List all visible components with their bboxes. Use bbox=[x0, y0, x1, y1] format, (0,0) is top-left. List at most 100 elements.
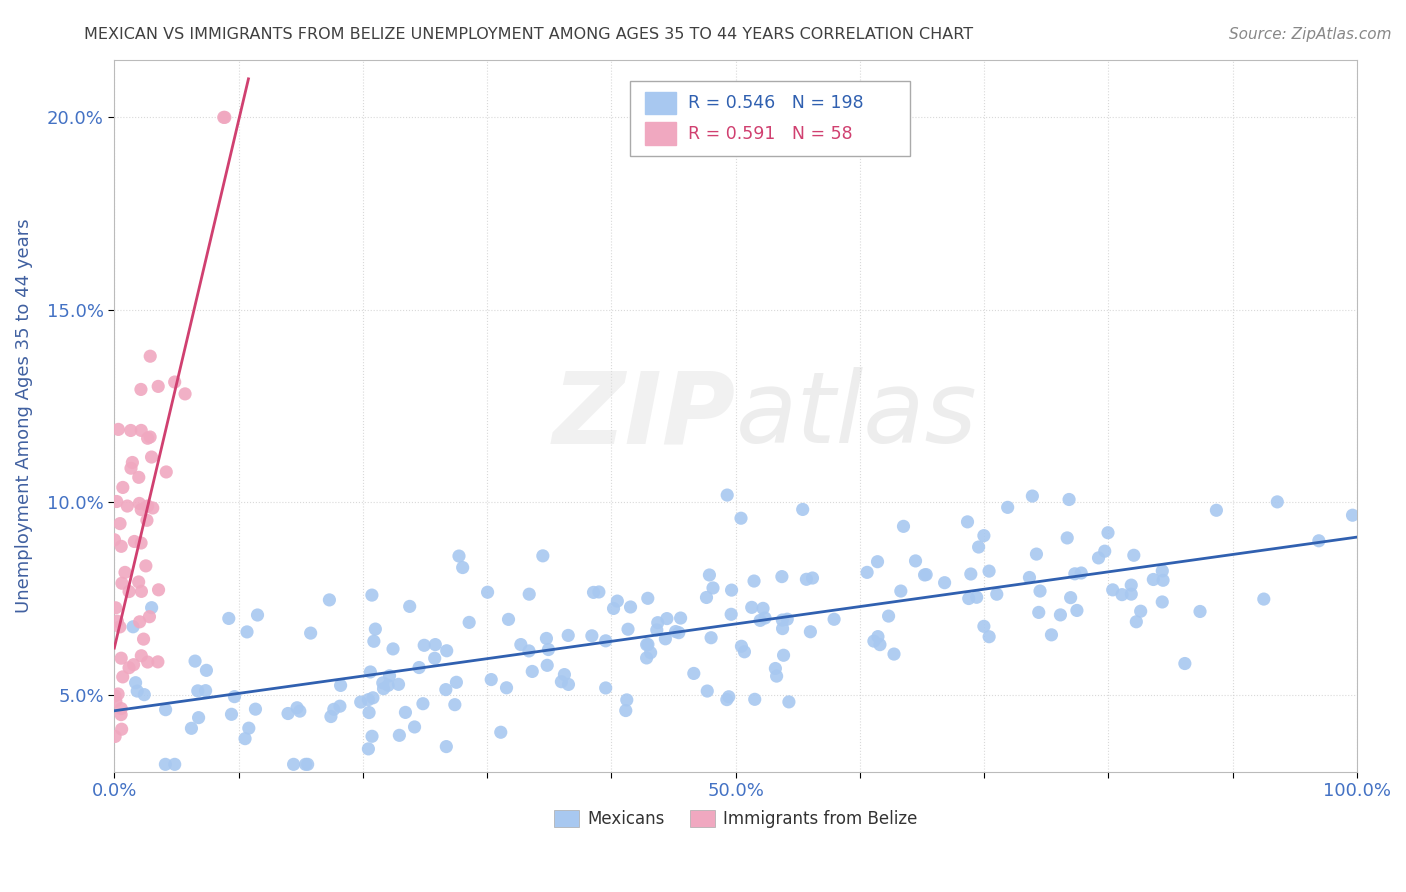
Point bbox=[184, 654, 207, 668]
Point bbox=[104, 600, 127, 615]
Point bbox=[139, 430, 162, 444]
Point bbox=[636, 638, 658, 652]
Point bbox=[1152, 574, 1174, 588]
Point bbox=[299, 626, 322, 640]
Point bbox=[973, 619, 995, 633]
Point bbox=[489, 725, 512, 739]
Point bbox=[187, 684, 209, 698]
Point bbox=[163, 375, 186, 389]
Point bbox=[142, 500, 165, 515]
Point bbox=[517, 644, 540, 658]
Point bbox=[1122, 549, 1144, 563]
Point bbox=[934, 575, 956, 590]
Point bbox=[637, 591, 659, 606]
FancyBboxPatch shape bbox=[630, 81, 910, 156]
Text: MEXICAN VS IMMIGRANTS FROM BELIZE UNEMPLOYMENT AMONG AGES 35 TO 44 YEARS CORRELA: MEXICAN VS IMMIGRANTS FROM BELIZE UNEMPL… bbox=[84, 27, 973, 42]
Point bbox=[122, 657, 145, 672]
Point bbox=[550, 674, 572, 689]
Point bbox=[1094, 544, 1116, 558]
Point bbox=[967, 540, 990, 554]
Point bbox=[135, 558, 157, 573]
Point bbox=[377, 678, 399, 692]
Point bbox=[522, 665, 544, 679]
Point bbox=[129, 424, 152, 438]
Point bbox=[770, 569, 793, 583]
Point bbox=[617, 622, 640, 636]
Point bbox=[136, 513, 159, 527]
Point bbox=[194, 683, 217, 698]
Point bbox=[129, 502, 152, 516]
Point bbox=[647, 615, 669, 630]
Point bbox=[966, 591, 988, 605]
Point bbox=[754, 611, 776, 625]
Point bbox=[752, 601, 775, 615]
Point bbox=[1111, 588, 1133, 602]
Legend: Mexicans, Immigrants from Belize: Mexicans, Immigrants from Belize bbox=[547, 804, 924, 835]
Point bbox=[122, 620, 145, 634]
Point bbox=[700, 631, 723, 645]
Point bbox=[110, 707, 132, 722]
Point bbox=[447, 549, 470, 563]
Point bbox=[364, 622, 387, 636]
Point bbox=[1121, 578, 1143, 592]
Point bbox=[361, 588, 384, 602]
Point bbox=[105, 494, 128, 508]
Point bbox=[446, 675, 468, 690]
Point bbox=[1025, 547, 1047, 561]
Point bbox=[318, 593, 340, 607]
Point bbox=[645, 623, 668, 637]
Point bbox=[749, 614, 772, 628]
Point bbox=[1152, 564, 1174, 578]
Point bbox=[914, 568, 936, 582]
Point bbox=[655, 611, 678, 625]
Point bbox=[730, 640, 752, 654]
Point bbox=[128, 574, 150, 589]
Point bbox=[1070, 566, 1092, 580]
Point bbox=[730, 511, 752, 525]
Point bbox=[1205, 503, 1227, 517]
Point bbox=[869, 638, 891, 652]
Point bbox=[477, 585, 499, 599]
Point bbox=[654, 632, 676, 646]
Point bbox=[1097, 525, 1119, 540]
Point bbox=[640, 646, 662, 660]
Text: Source: ZipAtlas.com: Source: ZipAtlas.com bbox=[1229, 27, 1392, 42]
Point bbox=[763, 661, 786, 675]
Point bbox=[1056, 531, 1078, 545]
Point bbox=[163, 757, 186, 772]
Point bbox=[444, 698, 467, 712]
Point bbox=[155, 757, 177, 772]
Point bbox=[148, 582, 170, 597]
Point bbox=[373, 681, 395, 696]
Point bbox=[110, 651, 132, 665]
Point bbox=[111, 480, 134, 494]
Point bbox=[616, 693, 638, 707]
Point bbox=[124, 534, 146, 549]
Point bbox=[553, 667, 575, 681]
Point bbox=[236, 624, 259, 639]
Point bbox=[877, 609, 900, 624]
Point bbox=[288, 704, 311, 718]
Point bbox=[1063, 566, 1085, 581]
Point bbox=[619, 599, 641, 614]
Bar bbox=[645, 122, 676, 145]
Point bbox=[451, 560, 474, 574]
Point bbox=[436, 644, 458, 658]
Point bbox=[537, 642, 560, 657]
Point bbox=[1101, 582, 1123, 597]
Point bbox=[294, 757, 316, 772]
Point bbox=[388, 728, 411, 742]
Point bbox=[890, 584, 912, 599]
Point bbox=[359, 706, 381, 720]
Point bbox=[148, 379, 170, 393]
Point bbox=[915, 567, 938, 582]
Point bbox=[956, 515, 979, 529]
Point bbox=[1174, 657, 1197, 671]
Point bbox=[297, 757, 319, 772]
Point bbox=[614, 704, 637, 718]
Point bbox=[107, 687, 129, 701]
Point bbox=[509, 638, 531, 652]
Point bbox=[1018, 570, 1040, 584]
Point bbox=[180, 722, 202, 736]
Point bbox=[378, 669, 401, 683]
